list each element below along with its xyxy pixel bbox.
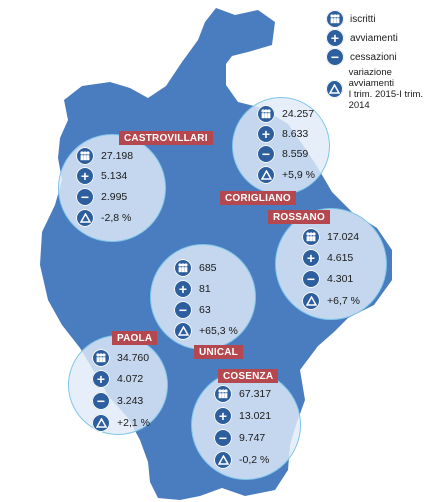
plus-icon: +: [302, 249, 320, 267]
legend-avviamenti: + avviamenti: [326, 29, 398, 47]
label-rossano: ROSSANO: [268, 210, 330, 224]
cessazioni-value: 2.995: [101, 191, 128, 203]
variazione-value: -2,8 %: [101, 212, 132, 224]
iscritti-value: 27.198: [101, 150, 134, 162]
avviamenti-value: 13.021: [239, 410, 272, 422]
minus-icon: −: [76, 188, 94, 206]
minus-icon: −: [214, 429, 232, 447]
triangle-icon: [326, 80, 343, 98]
variazione-value: -0,2 %: [239, 454, 270, 466]
cessazioni-value: 8.559: [282, 148, 309, 160]
legend-label: avviamenti: [350, 32, 398, 44]
plus-icon: +: [92, 370, 110, 388]
iscritti-value: 34.760: [117, 352, 150, 364]
label-paola: PAOLA: [112, 331, 158, 345]
cessazioni-value: 3.243: [117, 395, 144, 407]
triangle-icon: [214, 451, 232, 469]
triangle-icon: [257, 166, 275, 184]
label-unical: UNICAL: [194, 345, 243, 359]
stat-iscritti: 67.317: [214, 384, 271, 404]
minus-icon: −: [92, 392, 110, 410]
legend-label: I trim. 2015-I trim. 2014: [348, 89, 424, 111]
people-icon: [257, 105, 275, 123]
stat-cessazioni: − 4.301: [302, 269, 353, 289]
variazione-value: +6,7 %: [327, 295, 360, 307]
avviamenti-value: 4.072: [117, 373, 144, 385]
iscritti-value: 17.024: [327, 231, 360, 243]
legend-variazione: variazione avviamenti I trim. 2015-I tri…: [326, 67, 439, 111]
plus-icon: +: [326, 29, 344, 47]
circle-unical: [150, 244, 256, 350]
legend-label: iscritti: [350, 13, 376, 25]
people-icon: [92, 349, 110, 367]
stat-variazione: +2,1 %: [92, 413, 150, 433]
label-castrovillari: CASTROVILLARI: [119, 131, 213, 145]
legend-label: variazione avviamenti: [348, 67, 394, 89]
cessazioni-value: 4.301: [327, 273, 354, 285]
people-icon: [302, 228, 320, 246]
legend-cessazioni: − cessazioni: [326, 48, 397, 66]
variazione-value: +5,9 %: [282, 169, 315, 181]
minus-icon: −: [174, 301, 192, 319]
avviamenti-value: 81: [199, 283, 211, 295]
iscritti-value: 24.257: [282, 108, 315, 120]
stat-avviamenti: + 13.021: [214, 406, 271, 426]
legend-label: cessazioni: [350, 51, 397, 63]
stat-iscritti: 27.198: [76, 146, 133, 166]
triangle-icon: [92, 414, 110, 432]
stat-variazione: +6,7 %: [302, 291, 360, 311]
plus-icon: +: [76, 167, 94, 185]
stat-variazione: -2,8 %: [76, 208, 131, 228]
cessazioni-value: 9.747: [239, 432, 266, 444]
legend-iscritti: iscritti: [326, 10, 376, 28]
stat-iscritti: 17.024: [302, 227, 359, 247]
triangle-icon: [174, 322, 192, 340]
stat-avviamenti: + 5.134: [76, 166, 127, 186]
minus-icon: −: [326, 48, 344, 66]
stat-avviamenti: + 4.615: [302, 248, 353, 268]
plus-icon: +: [214, 407, 232, 425]
stat-variazione: +5,9 %: [257, 165, 315, 185]
stat-iscritti: 34.760: [92, 348, 149, 368]
stat-cessazioni: − 63: [174, 300, 211, 320]
minus-icon: −: [257, 145, 275, 163]
variazione-value: +65,3 %: [199, 325, 238, 337]
label-corigliano: CORIGLIANO: [220, 191, 296, 205]
minus-icon: −: [302, 270, 320, 288]
label-cosenza: COSENZA: [218, 369, 279, 383]
people-icon: [214, 385, 232, 403]
stat-cessazioni: − 2.995: [76, 187, 127, 207]
circle-rossano: [275, 208, 387, 320]
circle-corigliano: [232, 97, 330, 195]
plus-icon: +: [174, 280, 192, 298]
plus-icon: +: [257, 125, 275, 143]
stat-avviamenti: + 8.633: [257, 124, 308, 144]
cessazioni-value: 63: [199, 304, 211, 316]
stat-cessazioni: − 9.747: [214, 428, 265, 448]
stat-variazione: -0,2 %: [214, 450, 269, 470]
stat-cessazioni: − 3.243: [92, 391, 143, 411]
iscritti-value: 67.317: [239, 388, 272, 400]
avviamenti-value: 4.615: [327, 252, 354, 264]
triangle-icon: [302, 292, 320, 310]
stat-variazione: +65,3 %: [174, 321, 238, 341]
avviamenti-value: 5.134: [101, 170, 128, 182]
stat-avviamenti: + 81: [174, 279, 211, 299]
people-icon: [326, 10, 344, 28]
circle-cosenza: [191, 370, 301, 480]
stat-iscritti: 24.257: [257, 104, 314, 124]
variazione-value: +2,1 %: [117, 417, 150, 429]
stat-cessazioni: − 8.559: [257, 144, 308, 164]
iscritti-value: 685: [199, 262, 217, 274]
stat-iscritti: 685: [174, 258, 217, 278]
stat-avviamenti: + 4.072: [92, 369, 143, 389]
people-icon: [174, 259, 192, 277]
people-icon: [76, 147, 94, 165]
triangle-icon: [76, 209, 94, 227]
avviamenti-value: 8.633: [282, 128, 309, 140]
